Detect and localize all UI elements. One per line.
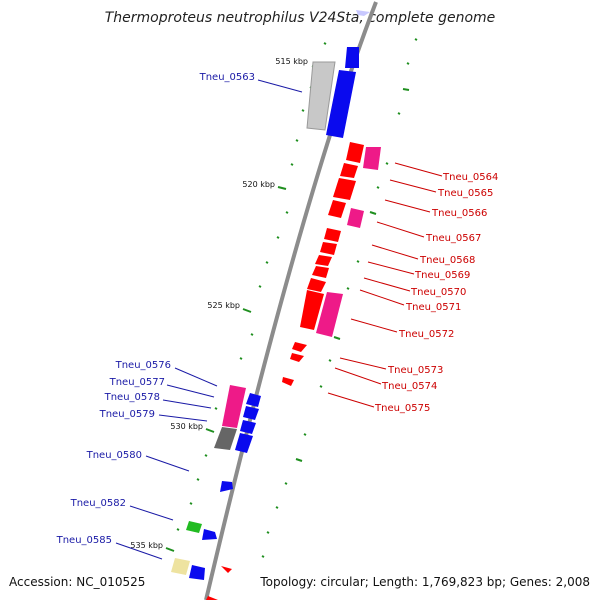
gene-arrow-blue[interactable] [243,406,259,420]
kbp-label: 525 kbp [207,301,240,310]
gene-label-tneu-0573[interactable]: Tneu_0573 [387,365,443,376]
gene-label-tneu-0571[interactable]: Tneu_0571 [405,302,461,313]
gene-label-tneu-0579[interactable]: Tneu_0579 [99,409,155,420]
gene-arrow-blue[interactable] [240,420,256,434]
gene-arrow-red[interactable] [328,200,346,218]
gene-arrow-red[interactable] [315,255,332,266]
gene-box-magenta[interactable] [316,292,343,337]
kbp-label: 530 kbp [170,422,203,431]
gene-arrow-red[interactable] [340,163,358,178]
gene-arrow-red[interactable] [221,566,232,573]
gene-arrow-red[interactable] [282,377,294,386]
gene-label-tneu-0574[interactable]: Tneu_0574 [381,381,437,392]
gene-label-tneu-0565[interactable]: Tneu_0565 [437,188,493,199]
gene-label-tneu-0585[interactable]: Tneu_0585 [56,535,112,546]
gene-label-tneu-0563[interactable]: Tneu_0563 [199,72,255,83]
gene-label-tneu-0582[interactable]: Tneu_0582 [70,498,126,509]
gene-box-tneu-0563[interactable] [306,61,336,131]
gene-box-green[interactable] [186,521,202,533]
gene-box-dark[interactable] [214,427,237,450]
gene-label-tneu-0566[interactable]: Tneu_0566 [431,208,487,219]
kbp-label: 535 kbp [130,541,163,550]
gene-label-tneu-0575[interactable]: Tneu_0575 [374,403,430,414]
gene-features [171,10,381,600]
gene-arrow-red[interactable] [320,242,337,255]
kbp-label: 515 kbp [275,57,308,66]
gene-arrow-red[interactable] [292,342,307,352]
gene-arrow-red[interactable] [312,266,329,278]
map-title: Thermoproteus neutrophilus V24Sta, compl… [105,10,496,26]
gene-arrow-red[interactable] [290,353,304,362]
gene-arrow-blue[interactable] [326,70,356,138]
gene-label-tneu-0572[interactable]: Tneu_0572 [398,329,454,340]
gene-label-tneu-0578[interactable]: Tneu_0578 [104,392,160,403]
gene-arrow-red[interactable] [333,178,356,200]
gene-arrow-blue[interactable] [246,393,261,407]
gene-arrow-blue[interactable] [235,433,253,453]
gene-label-tneu-0567[interactable]: Tneu_0567 [425,233,481,244]
gene-arrow-blue[interactable] [345,47,359,68]
kbp-label: 520 kbp [242,180,275,189]
gene-arrow-red[interactable] [300,290,324,330]
footer-bg-left [0,570,150,592]
gene-box-yellow[interactable] [171,558,190,575]
gene-arrow-red[interactable] [206,596,218,600]
leader-lines [115,79,443,560]
gene-label-tneu-0564[interactable]: Tneu_0564 [442,172,498,183]
gene-arrow-red[interactable] [324,228,341,242]
gene-arrow-blue[interactable] [202,529,217,540]
footer-bg-right [258,570,600,592]
genome-stats-text: Topology: circular; Length: 1,769,823 bp… [259,575,590,589]
gene-arrow-blue[interactable] [189,565,205,580]
gene-arrow-blue[interactable] [220,481,233,492]
gene-label-tneu-0577[interactable]: Tneu_0577 [109,377,165,388]
gene-arrow-red[interactable] [307,278,326,292]
gene-box-magenta[interactable] [347,208,364,228]
gene-arrow-red[interactable] [346,142,364,163]
gene-label-tneu-0580[interactable]: Tneu_0580 [86,450,142,461]
gene-label-tneu-0570[interactable]: Tneu_0570 [410,287,466,298]
gene-label-tneu-0569[interactable]: Tneu_0569 [414,270,470,281]
accession-text: Accession: NC_010525 [9,575,145,589]
gene-label-tneu-0568[interactable]: Tneu_0568 [419,255,475,266]
gene-box-magenta[interactable] [222,385,246,428]
gene-arrow-top[interactable] [356,10,370,16]
gene-label-tneu-0576[interactable]: Tneu_0576 [115,360,171,371]
tick-marks [165,38,418,558]
gene-box-magenta[interactable] [363,147,381,170]
